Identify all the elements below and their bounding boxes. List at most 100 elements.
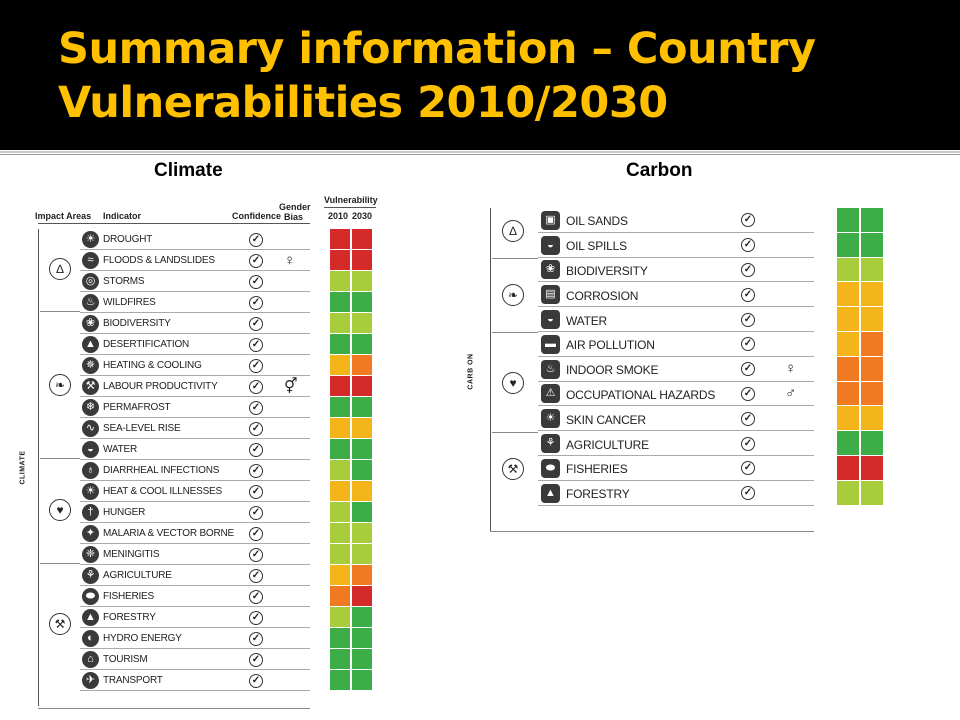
wheat-icon: ⚘ <box>82 567 99 584</box>
carbon-row: ▲ FORESTRY ✓ <box>538 481 814 506</box>
vulnerability-2010-cell <box>837 257 859 282</box>
climate-row: ▲ FORESTRY ✓ <box>80 607 310 628</box>
vulnerability-2010-cell <box>330 334 350 354</box>
vulnerability-2010-cell <box>837 406 859 431</box>
fish-icon: ⬬ <box>541 458 560 478</box>
year-2010-header: 2010 <box>328 211 349 221</box>
vulnerability-2010-cell <box>330 292 350 312</box>
indicator-label: DROUGHT <box>103 233 153 245</box>
vulnerability-2030-cell <box>861 282 883 307</box>
fire-icon: ♨ <box>82 294 99 311</box>
indicator-label: HUNGER <box>103 506 146 518</box>
vulnerability-2030-cell <box>861 480 883 505</box>
vulnerability-2010-cell <box>837 332 859 356</box>
corrosion-icon: ▤ <box>541 285 560 305</box>
row-divider <box>80 627 310 628</box>
row-divider <box>80 522 310 523</box>
indicator-label: HEAT & COOL ILLNESSES <box>103 485 222 497</box>
confidence-check-icon: ✓ <box>249 610 263 625</box>
confidence-check-icon: ✓ <box>249 505 263 520</box>
title-divider <box>0 151 960 153</box>
climate-row: ∿ SEA-LEVEL RISE ✓ <box>80 418 310 439</box>
indicator-label: HEATING & COOLING <box>103 359 202 371</box>
carbon-row: ❀ BIODIVERSITY ✓ <box>538 258 814 283</box>
vulnerability-2010-cell <box>330 523 350 543</box>
indicator-label: PERMAFROST <box>103 401 171 413</box>
gender-female-icon: ♀ <box>785 360 797 378</box>
row-divider <box>80 648 310 649</box>
fish-icon: ⬬ <box>82 588 99 605</box>
indicator-label: SKIN CANCER <box>566 412 646 427</box>
climate-row: ☀ HEAT & COOL ILLNESSES ✓ <box>80 481 310 502</box>
car-icon: ▬ <box>541 334 560 354</box>
carbon-row: ⚘ AGRICULTURE ✓ <box>538 431 814 456</box>
vulnerability-2010-cell <box>330 250 350 270</box>
confidence-check-icon: ✓ <box>249 232 263 247</box>
row-divider <box>80 417 310 418</box>
tree-icon: ▲ <box>82 609 99 626</box>
vulnerability-2010-cell <box>330 397 350 417</box>
confidence-check-icon: ✓ <box>249 400 263 415</box>
confidence-check-icon: ✓ <box>249 631 263 646</box>
vulnerability-2030-cell <box>861 456 883 480</box>
carbon-left-border <box>490 208 491 532</box>
vulnerability-2010-cell <box>330 271 350 291</box>
confidence-check-icon: ✓ <box>741 337 755 352</box>
confidence-check-icon: ✓ <box>741 287 755 302</box>
climate-row: † HUNGER ✓ <box>80 502 310 523</box>
bottle-icon: ♁ <box>82 462 99 479</box>
carbon-row: ◒ OIL SPILLS ✓ <box>538 233 814 258</box>
indicator-label: STORMS <box>103 275 145 287</box>
confidence-check-icon: ✓ <box>249 568 263 583</box>
indicator-label: WATER <box>566 313 607 328</box>
impact-area-divider <box>40 458 80 459</box>
storm-icon: ◎ <box>82 273 99 290</box>
impact-area-heart-icon: ♥ <box>502 372 524 394</box>
climate-row: ⚒ LABOUR PRODUCTIVITY ✓ ⚥ <box>80 376 310 397</box>
vulnerability-2030-cell <box>352 628 372 648</box>
vulnerability-2010-cell <box>330 460 350 480</box>
title-divider-thin <box>0 154 960 155</box>
vulnerability-2030-cell <box>861 431 883 455</box>
carbon-bottom-line <box>490 531 814 532</box>
row-divider <box>80 375 310 376</box>
row-divider <box>538 355 814 357</box>
worker-icon: ⚒ <box>82 378 99 395</box>
row-divider <box>538 504 814 506</box>
indicator-label: TRANSPORT <box>103 674 163 686</box>
row-divider <box>538 231 814 233</box>
impact-area-divider <box>40 563 80 564</box>
impact-areas-header: Impact Areas <box>35 211 92 221</box>
carbon-row: ◒ WATER ✓ <box>538 307 814 332</box>
indicator-label: BIODIVERSITY <box>103 317 171 329</box>
vulnerability-2030-cell <box>352 292 372 312</box>
climate-row: ✵ HEATING & COOLING ✓ <box>80 355 310 376</box>
vulnerability-2030-cell <box>352 502 372 522</box>
indicator-label: DIARRHEAL INFECTIONS <box>103 464 220 476</box>
indicator-label: LABOUR PRODUCTIVITY <box>103 380 218 392</box>
confidence-check-icon: ✓ <box>741 312 755 327</box>
vulnerability-2030-cell <box>352 481 372 501</box>
impact-area-tools-icon: ⚒ <box>502 458 524 480</box>
indicator-label: BIODIVERSITY <box>566 263 648 278</box>
row-divider <box>80 480 310 481</box>
thermometer-icon: ☀ <box>82 231 99 248</box>
row-divider <box>80 501 310 502</box>
indicator-label: TOURISM <box>103 653 148 665</box>
climate-row: ❀ BIODIVERSITY ✓ <box>80 313 310 334</box>
vulnerability-2010-cell <box>330 544 350 564</box>
vulnerability-2010-cell <box>330 418 350 438</box>
confidence-check-icon: ✓ <box>249 421 263 436</box>
sun-icon: ☀ <box>541 409 560 429</box>
climate-row: ≈ FLOODS & LANDSLIDES ✓ ♀ <box>80 250 310 271</box>
vulnerability-2030-cell <box>352 649 372 669</box>
climate-row: ◎ STORMS ✓ <box>80 271 310 292</box>
smoke-icon: ♨ <box>541 359 560 379</box>
row-divider <box>538 454 814 456</box>
indicator-label: INDOOR SMOKE <box>566 363 659 378</box>
vulnerability-2010-cell <box>330 355 350 375</box>
confidence-check-icon: ✓ <box>741 362 755 377</box>
indicator-label: AIR POLLUTION <box>566 338 655 353</box>
indicator-label: HYDRO ENERGY <box>103 632 182 644</box>
indicator-label: OCCUPATIONAL HAZARDS <box>566 387 716 402</box>
